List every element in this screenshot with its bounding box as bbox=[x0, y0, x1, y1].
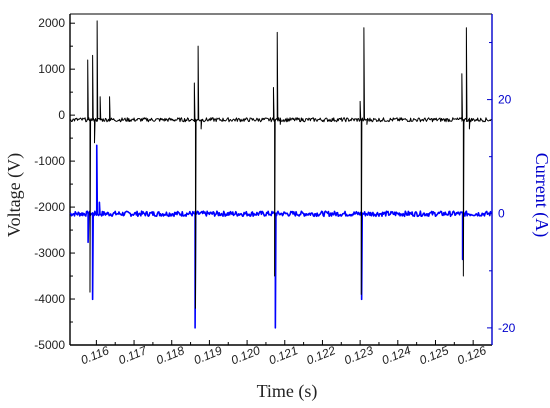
y2-tick-label: 0 bbox=[498, 207, 505, 221]
series-layer bbox=[69, 20, 492, 329]
x-tick-label: 0.126 bbox=[455, 343, 488, 367]
y-tick-label: -5000 bbox=[34, 338, 65, 352]
x-tick-label: 0.124 bbox=[380, 343, 413, 367]
axes bbox=[69, 13, 493, 346]
y-tick-label: 2000 bbox=[38, 16, 65, 30]
x-tick-label: 0.125 bbox=[417, 343, 450, 367]
y-tick-label: -2000 bbox=[34, 200, 65, 214]
x-tick-label: 0.118 bbox=[154, 343, 187, 367]
x-tick-label: 0.116 bbox=[79, 343, 112, 367]
y-tick-label: 1000 bbox=[38, 62, 65, 76]
x-tick-label: 0.120 bbox=[229, 343, 262, 367]
x-tick-label: 0.122 bbox=[304, 343, 337, 367]
y2-axis-label: Current (A) bbox=[531, 153, 550, 237]
x-axis-label: Time (s) bbox=[257, 381, 318, 402]
voltage-series-line bbox=[69, 20, 492, 309]
y-tick-label: -1000 bbox=[34, 154, 65, 168]
y-tick-label: -4000 bbox=[34, 292, 65, 306]
y2-tick-label: 20 bbox=[498, 93, 512, 107]
y-axis-label: Voltage (V) bbox=[4, 153, 25, 237]
x-tick-label: 0.119 bbox=[192, 343, 225, 367]
x-tick-label: 0.123 bbox=[342, 343, 375, 367]
y-tick-label: -3000 bbox=[34, 246, 65, 260]
x-tick-label: 0.117 bbox=[116, 343, 149, 367]
current-series-line bbox=[69, 144, 492, 329]
y-tick-label: 0 bbox=[58, 108, 65, 122]
y2-tick-label: -20 bbox=[498, 321, 516, 335]
x-tick-label: 0.121 bbox=[267, 343, 300, 367]
